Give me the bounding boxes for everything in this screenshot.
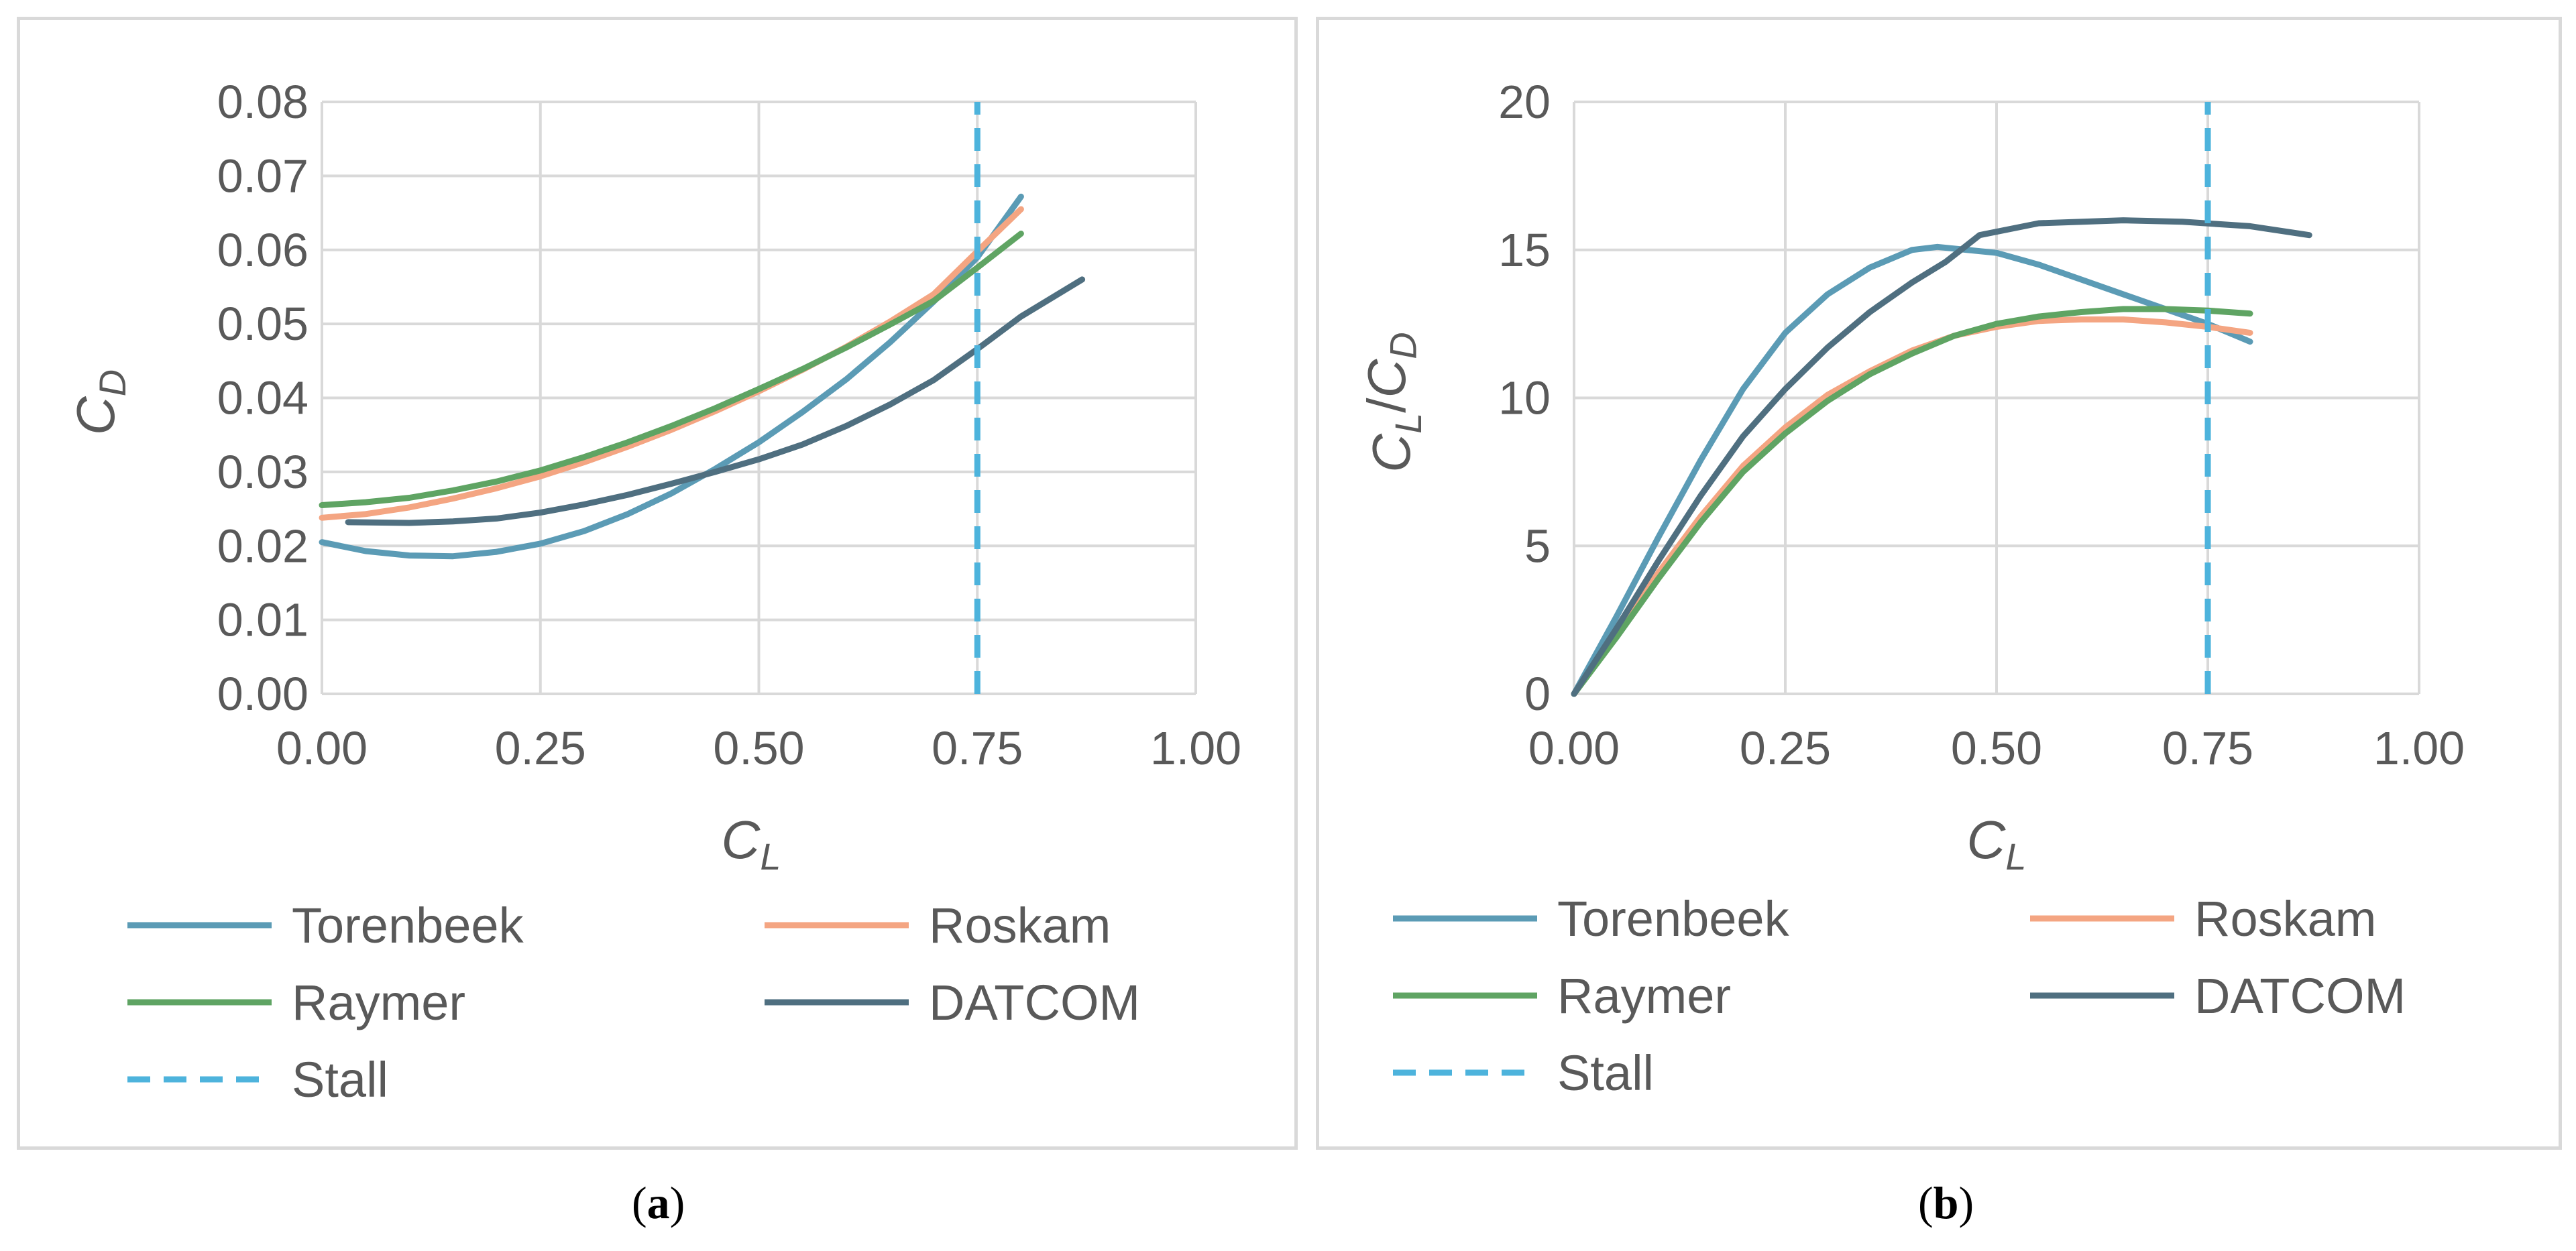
y-tick-label: 20	[1498, 76, 1551, 128]
x-tick-label: 0.75	[932, 722, 1023, 774]
x-tick-label: 0.00	[276, 722, 368, 774]
legend-label-stall: Stall	[292, 1052, 388, 1108]
y-tick-label: 0.07	[217, 150, 309, 202]
series-line-raymer	[1571, 306, 2253, 697]
y-tick-label: 0.01	[217, 594, 309, 646]
y-tick-label: 0.05	[217, 298, 309, 350]
gridlines	[1573, 101, 2420, 695]
x-axis-label: CL	[722, 810, 781, 878]
legend-label-datcom: DATCOM	[929, 975, 1140, 1030]
y-tick-label: 10	[1498, 372, 1551, 424]
x-tick-label: 0.25	[495, 722, 586, 774]
y-tick-label: 0.02	[217, 520, 309, 572]
series-group	[319, 102, 1086, 694]
series-group	[1571, 102, 2312, 697]
y-tick-label: 0.03	[217, 446, 309, 498]
chart-panel-a: 0.00 0.01 0.02 0.03 0.04 0.05 0.06 0.07 0.08 0.00…	[17, 17, 1298, 1150]
x-tick-label: 1.00	[1150, 722, 1241, 774]
caption-a: (a)	[632, 1177, 685, 1228]
x-axis-label: CL	[1967, 810, 2027, 878]
caption-b-letter: b	[1933, 1177, 1959, 1228]
y-tick-label: 15	[1498, 224, 1551, 276]
legend-label-roskam: Roskam	[929, 898, 1111, 953]
y-tick-label: 0.00	[217, 668, 309, 720]
y-tick-label: 5	[1524, 520, 1551, 572]
legend-label-raymer: Raymer	[1557, 968, 1731, 1024]
y-tick-label: 0.08	[217, 76, 309, 128]
series-line-raymer	[319, 231, 1024, 508]
caption-b: (b)	[1918, 1177, 1974, 1228]
series-line-datcom	[1571, 217, 2312, 697]
chart-a: 0.00 0.01 0.02 0.03 0.04 0.05 0.06 0.07 0.08 0.00…	[66, 76, 1241, 1108]
x-tick-label: 0.00	[1528, 722, 1620, 774]
legend-label-datcom: DATCOM	[2194, 968, 2406, 1024]
series-line-torenbeek	[1571, 243, 2253, 697]
x-tick-label: 0.75	[2162, 722, 2253, 774]
chart-b: 0 5 10 15 20 0.00 0.25 0.50 0.75 1.00 CL CL/CD Toren…	[1357, 76, 2465, 1101]
series-line-roskam	[319, 206, 1024, 521]
legend: Torenbeek Roskam Raymer DATCOM Stall	[127, 898, 1140, 1108]
series-line-torenbeek	[319, 193, 1024, 560]
y-tick-label: 0.06	[217, 224, 309, 276]
series-line-datcom	[345, 276, 1086, 526]
y-axis-label: CL/CD	[1357, 332, 1429, 472]
y-axis-label: CD	[66, 369, 133, 435]
legend-label-raymer: Raymer	[292, 975, 465, 1030]
y-tick-label: 0.04	[217, 372, 309, 424]
gridlines	[321, 101, 1197, 695]
legend-label-torenbeek: Torenbeek	[292, 898, 524, 953]
caption-a-letter: a	[647, 1177, 670, 1228]
legend-label-roskam: Roskam	[2194, 891, 2376, 947]
legend-label-stall: Stall	[1557, 1045, 1654, 1101]
legend: Torenbeek Roskam Raymer DATCOM Stall	[1393, 891, 2406, 1101]
x-tick-label: 0.25	[1740, 722, 1831, 774]
x-tick-label: 1.00	[2373, 722, 2465, 774]
legend-label-torenbeek: Torenbeek	[1557, 891, 1790, 947]
chart-panel-b: 0 5 10 15 20 0.00 0.25 0.50 0.75 1.00 CL CL/CD Toren…	[1316, 17, 2562, 1150]
y-tick-label: 0	[1524, 668, 1551, 720]
x-tick-label: 0.50	[713, 722, 804, 774]
x-tick-label: 0.50	[1951, 722, 2042, 774]
